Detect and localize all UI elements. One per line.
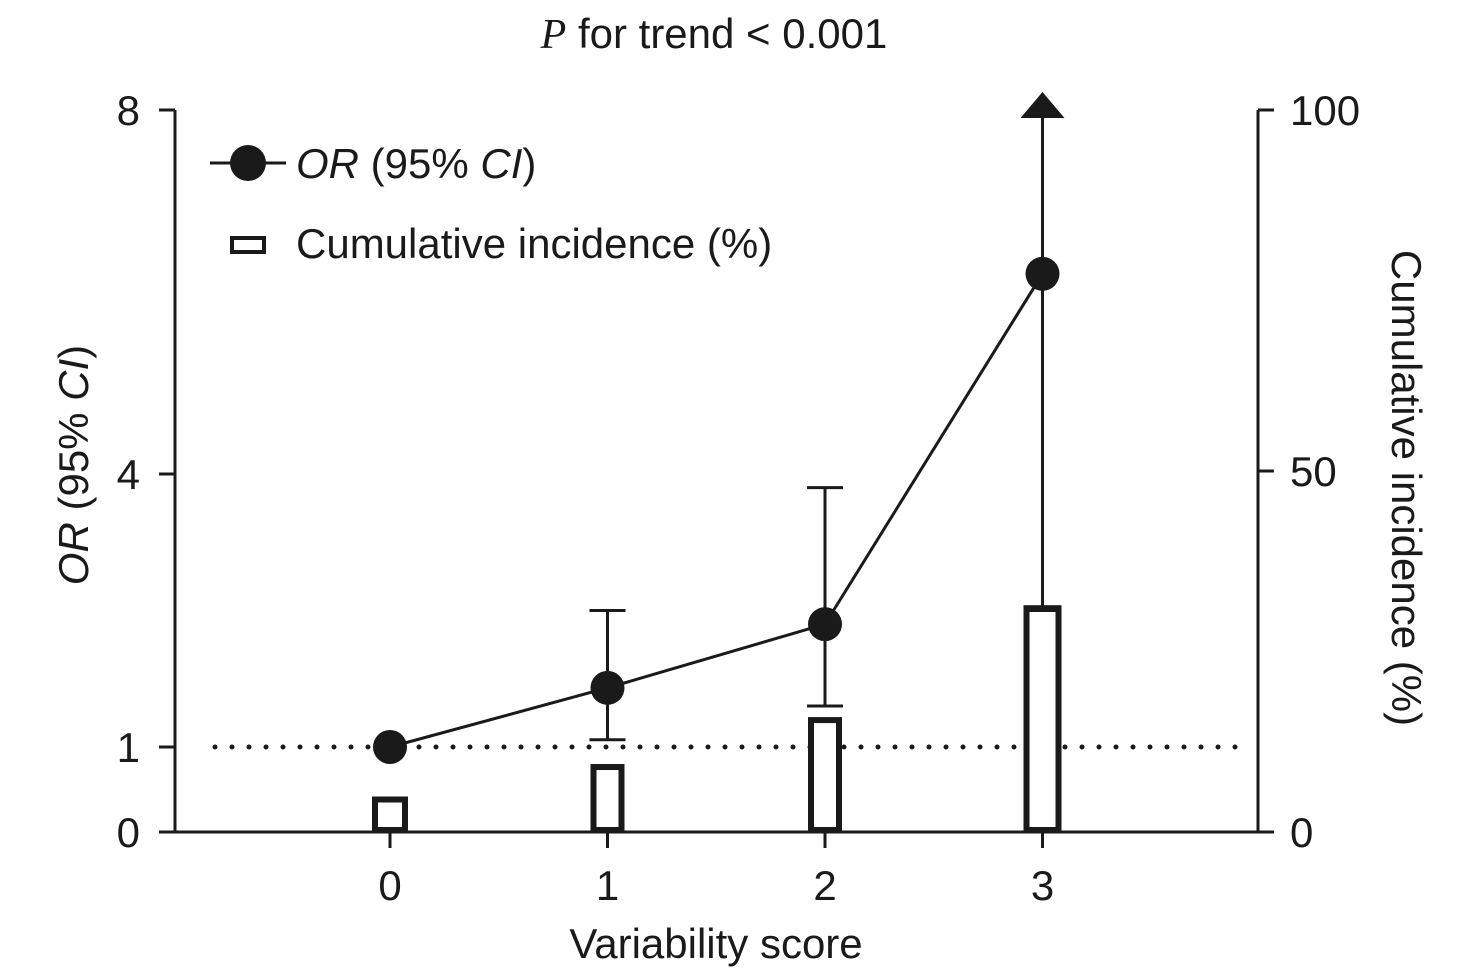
y-left-tick-label: 8 bbox=[117, 87, 140, 134]
incidence-bar bbox=[808, 717, 842, 834]
or-point bbox=[808, 607, 842, 642]
plot-area bbox=[212, 92, 1251, 834]
y-axis-left-label: OR (95% CI) bbox=[50, 345, 97, 585]
y-left-label-ci: CI bbox=[50, 358, 97, 400]
title-rest: for trend < 0.001 bbox=[566, 10, 887, 57]
y-left-tick-label: 4 bbox=[117, 451, 140, 498]
y-axis-right-label: Cumulative incidence (%) bbox=[1383, 250, 1430, 726]
incidence-bar bbox=[372, 796, 408, 834]
or-point bbox=[1025, 256, 1060, 291]
legend-or-label-italic: OR bbox=[296, 140, 359, 187]
y-left-label-rest: (95% bbox=[50, 401, 97, 522]
x-tick-label: 2 bbox=[813, 862, 836, 909]
ci-upper-arrow bbox=[1020, 92, 1065, 118]
legend: OR (95% CI) Cumulative incidence (%) bbox=[210, 140, 772, 267]
legend-or-label-ci: CI bbox=[480, 140, 522, 187]
legend-bar-marker bbox=[230, 236, 266, 254]
or-line bbox=[389, 273, 1044, 749]
y-left-tick-label: 0 bbox=[117, 809, 140, 856]
legend-or-label: OR (95% CI) bbox=[296, 140, 536, 187]
x-axis-label: Variability score bbox=[569, 920, 862, 967]
y-right-tick-label: 50 bbox=[1290, 448, 1337, 495]
incidence-bar bbox=[1023, 605, 1062, 833]
title-p: P bbox=[540, 12, 567, 58]
legend-or-label-rest: (95% bbox=[359, 140, 480, 187]
legend-or-label-close: ) bbox=[522, 140, 536, 187]
x-tick-label: 0 bbox=[378, 862, 401, 909]
or-point bbox=[373, 730, 407, 764]
legend-bar-label: Cumulative incidence (%) bbox=[296, 220, 772, 267]
legend-or-marker bbox=[230, 145, 266, 181]
or-point bbox=[590, 670, 625, 705]
y-left-tick-label: 1 bbox=[117, 724, 140, 771]
x-tick-label: 1 bbox=[596, 862, 619, 909]
y-right-tick-label: 100 bbox=[1290, 87, 1360, 134]
y-left-label-close: ) bbox=[50, 345, 97, 359]
chart-title: P for trend < 0.001 bbox=[540, 10, 888, 58]
incidence-bar bbox=[590, 764, 625, 834]
x-tick-label: 3 bbox=[1031, 862, 1054, 909]
y-right-tick-label: 0 bbox=[1290, 809, 1313, 856]
y-left-label-italic: OR bbox=[50, 522, 97, 585]
axes: 0 1 4 8 0 50 100 0 1 2 3 bbox=[117, 87, 1360, 909]
